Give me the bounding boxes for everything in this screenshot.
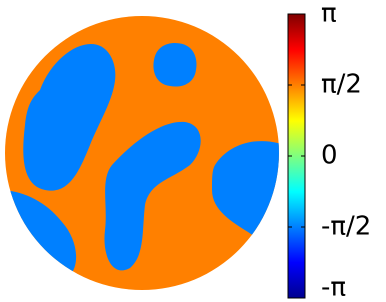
phase-region	[104, 121, 201, 271]
phase-region	[5, 190, 77, 275]
colorbar-tick-label: π/2	[321, 69, 362, 99]
colorbar-tick-label: π	[321, 0, 337, 29]
colorbar-tick-label: 0	[321, 141, 338, 171]
phase-region	[153, 43, 197, 87]
phase-field	[5, 16, 279, 290]
colorbar-tick-label: -π	[321, 273, 346, 302]
phase-region	[23, 43, 116, 191]
colorbar-tick-label: -π/2	[321, 212, 371, 242]
